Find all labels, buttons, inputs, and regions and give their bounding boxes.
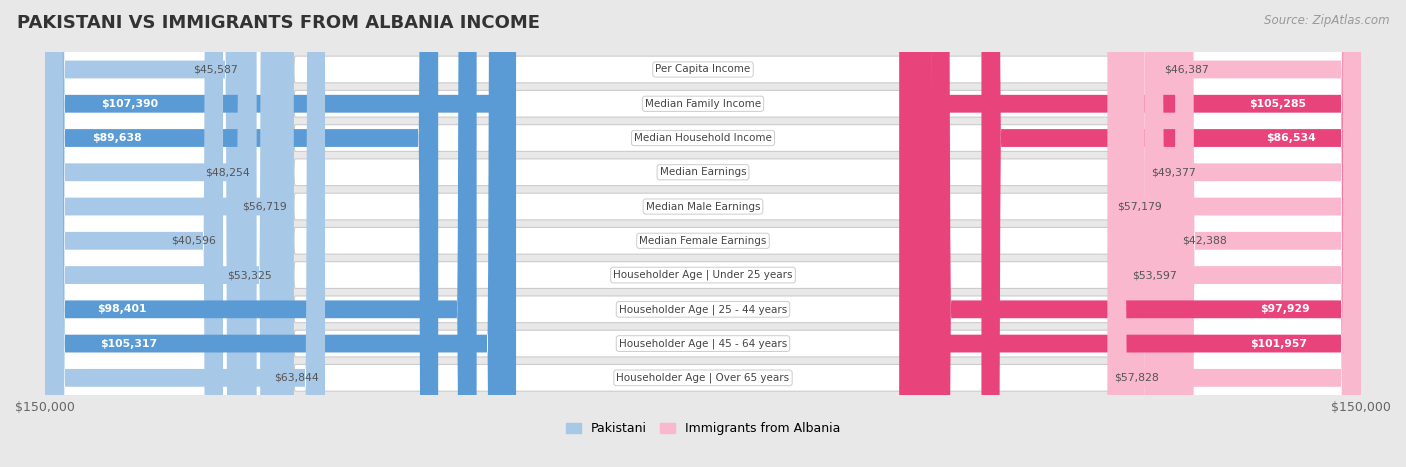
Text: Median Female Earnings: Median Female Earnings [640,236,766,246]
Text: $98,401: $98,401 [97,304,146,314]
FancyBboxPatch shape [45,0,1361,467]
FancyBboxPatch shape [45,0,1361,467]
FancyBboxPatch shape [1144,0,1361,467]
Text: Source: ZipAtlas.com: Source: ZipAtlas.com [1264,14,1389,27]
FancyBboxPatch shape [1175,0,1361,467]
FancyBboxPatch shape [45,0,516,467]
Text: $53,325: $53,325 [228,270,273,280]
Text: $97,929: $97,929 [1260,304,1309,314]
FancyBboxPatch shape [45,0,1361,467]
FancyBboxPatch shape [45,0,257,467]
Text: $63,844: $63,844 [274,373,318,383]
Text: Median Earnings: Median Earnings [659,167,747,177]
Text: $101,957: $101,957 [1250,339,1308,348]
Text: $57,828: $57,828 [1114,373,1159,383]
Text: $105,317: $105,317 [100,339,157,348]
Text: $57,179: $57,179 [1116,202,1161,212]
Text: $56,719: $56,719 [242,202,287,212]
FancyBboxPatch shape [1108,0,1361,467]
FancyBboxPatch shape [981,0,1361,467]
FancyBboxPatch shape [45,0,1361,467]
FancyBboxPatch shape [45,0,224,467]
Text: $45,587: $45,587 [194,64,239,75]
FancyBboxPatch shape [45,0,1361,467]
FancyBboxPatch shape [45,0,439,467]
Text: $53,597: $53,597 [1132,270,1177,280]
Text: Median Male Earnings: Median Male Earnings [645,202,761,212]
FancyBboxPatch shape [45,0,245,467]
Text: PAKISTANI VS IMMIGRANTS FROM ALBANIA INCOME: PAKISTANI VS IMMIGRANTS FROM ALBANIA INC… [17,14,540,32]
Text: $49,377: $49,377 [1152,167,1195,177]
Text: $105,285: $105,285 [1249,99,1306,109]
Text: $46,387: $46,387 [1164,64,1209,75]
Text: $107,390: $107,390 [101,99,159,109]
Text: $86,534: $86,534 [1265,133,1316,143]
Text: Median Family Income: Median Family Income [645,99,761,109]
Text: Median Household Income: Median Household Income [634,133,772,143]
FancyBboxPatch shape [931,0,1361,467]
Text: Householder Age | 45 - 64 years: Householder Age | 45 - 64 years [619,338,787,349]
FancyBboxPatch shape [45,0,325,467]
Legend: Pakistani, Immigrants from Albania: Pakistani, Immigrants from Albania [561,417,845,440]
FancyBboxPatch shape [45,0,1361,467]
FancyBboxPatch shape [900,0,1361,467]
FancyBboxPatch shape [45,0,278,467]
FancyBboxPatch shape [914,0,1361,467]
FancyBboxPatch shape [45,0,1361,467]
Text: $48,254: $48,254 [205,167,250,177]
FancyBboxPatch shape [1157,0,1361,467]
FancyBboxPatch shape [1126,0,1361,467]
Text: $42,388: $42,388 [1181,236,1226,246]
Text: Householder Age | Under 25 years: Householder Age | Under 25 years [613,270,793,280]
FancyBboxPatch shape [45,0,1361,467]
Text: $40,596: $40,596 [172,236,217,246]
Text: Householder Age | Over 65 years: Householder Age | Over 65 years [616,373,790,383]
FancyBboxPatch shape [45,0,1361,467]
FancyBboxPatch shape [1111,0,1361,467]
Text: Householder Age | 25 - 44 years: Householder Age | 25 - 44 years [619,304,787,315]
Text: $89,638: $89,638 [93,133,142,143]
FancyBboxPatch shape [45,0,294,467]
Text: Per Capita Income: Per Capita Income [655,64,751,75]
FancyBboxPatch shape [45,0,508,467]
FancyBboxPatch shape [45,0,1361,467]
FancyBboxPatch shape [45,0,477,467]
